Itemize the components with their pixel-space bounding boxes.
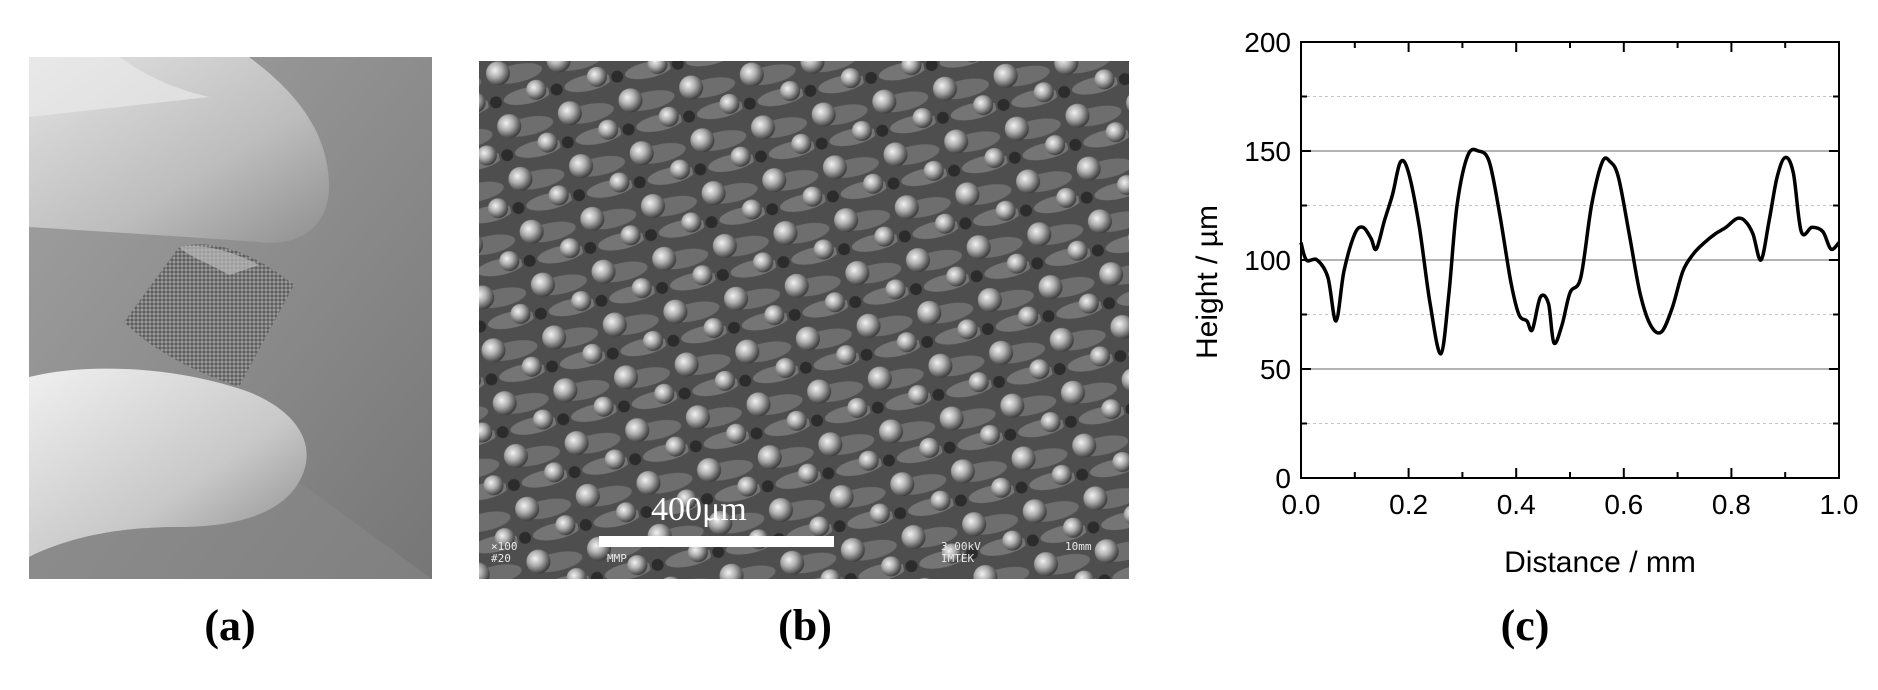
x-tick-label: 0.0 [1282, 489, 1321, 520]
caption-a: (a) [204, 601, 256, 650]
y-tick-label: 50 [1260, 354, 1291, 385]
height-profile-chart: 0 50 100 150 200 0.0 0.2 0.4 0.6 0.8 1.0 Distance … [1191, 27, 1858, 579]
height-profile-line [1299, 147, 1841, 356]
scale-bar-label: 400μm [651, 491, 747, 528]
y-tick-label: 0 [1275, 463, 1291, 494]
x-tick-label: 1.0 [1820, 489, 1859, 520]
x-tick-label: 0.2 [1389, 489, 1428, 520]
y-tick-label: 150 [1244, 136, 1291, 167]
sem-working-distance: 10mm [1065, 540, 1092, 553]
x-tick-label: 0.6 [1604, 489, 1643, 520]
x-tick-label: 0.8 [1712, 489, 1751, 520]
x-axis-label: Distance / mm [1504, 546, 1696, 579]
y-tick-label: 200 [1244, 27, 1291, 58]
sample-photo [29, 57, 432, 579]
sem-image-number: #20 [491, 552, 511, 565]
sem-institute: IMTEK [941, 552, 975, 565]
sem-magnification: ×100 [491, 540, 518, 553]
caption-c: (c) [1500, 601, 1550, 650]
y-tick-label: 100 [1244, 245, 1291, 276]
chart-grid [1301, 96, 1839, 424]
sem-micrograph: 400μm ×100 #20 MMP 3.00kV IMTEK 10mm [479, 61, 1129, 579]
sem-surface-graphic [479, 61, 1129, 579]
y-axis-label: Height / µm [1191, 205, 1224, 359]
sample-photo-graphic [29, 57, 432, 579]
sem-lab-label: MMP [607, 552, 627, 565]
chart-ticks [1300, 41, 1840, 479]
chart-tick-labels: 0 50 100 150 200 0.0 0.2 0.4 0.6 0.8 1.0 [1244, 27, 1858, 520]
x-tick-label: 0.4 [1497, 489, 1536, 520]
caption-b: (b) [778, 601, 832, 650]
sem-voltage: 3.00kV [941, 540, 981, 553]
scale-bar [599, 536, 834, 547]
